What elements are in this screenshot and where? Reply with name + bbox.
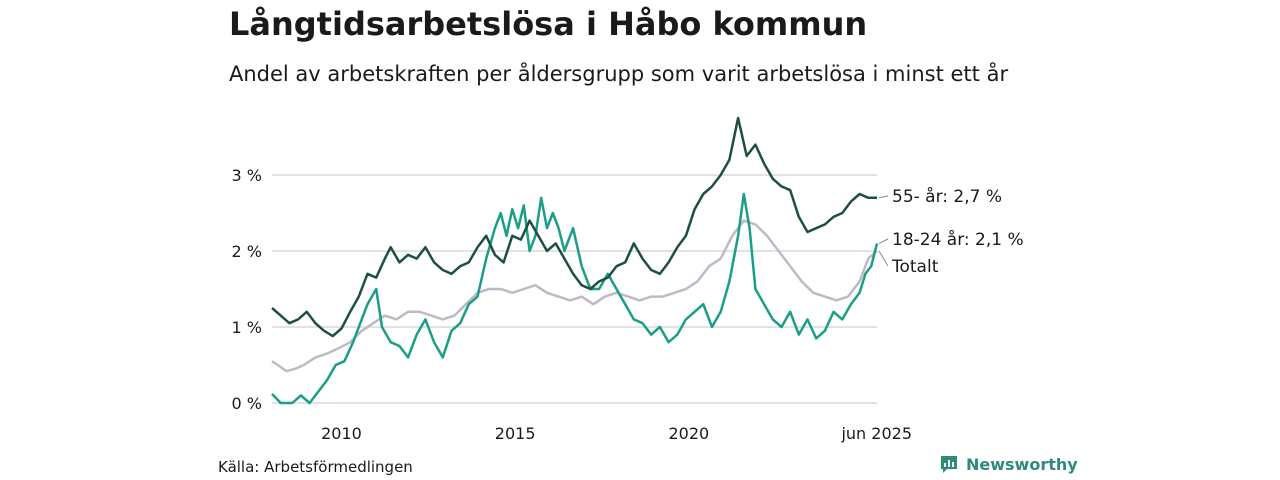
x-tick-label: 2010 <box>321 424 362 443</box>
chart-subtitle: Andel av arbetskraften per åldersgrupp s… <box>229 62 1009 86</box>
series-line <box>271 219 878 373</box>
y-tick-label: 1 % <box>232 318 262 337</box>
series-line <box>271 192 879 405</box>
series-label: 55- år: 2,7 % <box>892 186 1002 207</box>
brand-logo[interactable]: Newsworthy <box>939 454 1078 474</box>
y-tick-label: 3 % <box>232 166 262 185</box>
y-tick-label: 0 % <box>232 394 262 413</box>
label-leader <box>878 250 889 267</box>
brand-name: Newsworthy <box>966 454 1078 474</box>
series-label: Totalt <box>891 257 939 277</box>
y-tick-label: 2 % <box>232 242 262 261</box>
x-tick-label: 2015 <box>495 424 536 443</box>
source-note: Källa: Arbetsförmedlingen <box>218 458 413 476</box>
label-leader <box>878 195 889 199</box>
series-end-labels: Totalt 18-24 år: 2,1 % 55- år: 2,7 % <box>878 186 1024 277</box>
series-lines <box>271 116 879 405</box>
x-tick-label: 2020 <box>668 424 709 443</box>
y-axis-ticks: 0 % 1 % 2 % 3 % <box>232 166 262 413</box>
label-leader <box>878 238 889 244</box>
x-tick-label: jun 2025 <box>840 424 912 443</box>
grid-lines <box>272 174 877 404</box>
x-axis-ticks: 2010 2015 2020 jun 2025 <box>321 424 912 443</box>
series-line <box>271 116 877 338</box>
newsworthy-logo-icon <box>941 456 957 473</box>
series-label: 18-24 år: 2,1 % <box>892 229 1024 250</box>
chart-title: Långtidsarbetslösa i Håbo kommun <box>229 5 868 43</box>
